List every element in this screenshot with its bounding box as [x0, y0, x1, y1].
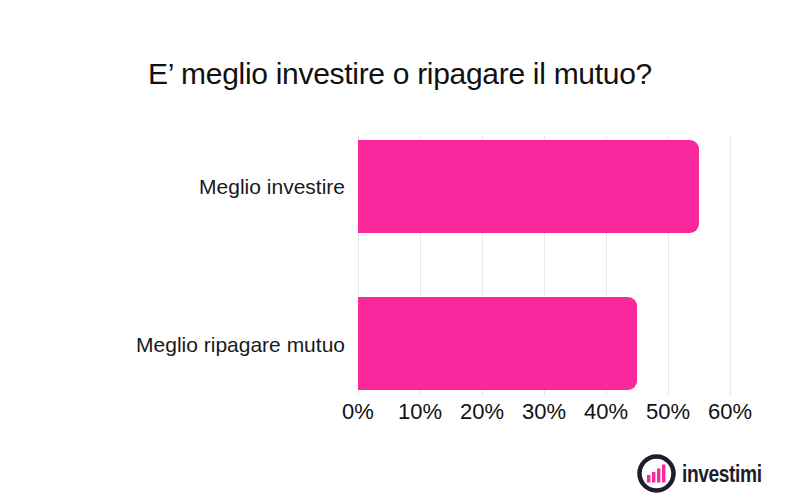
category-label-meglio-ripagare-mutuo: Meglio ripagare mutuo — [0, 332, 345, 357]
x-axis-tick-label: 60% — [708, 399, 752, 425]
x-axis-tick-label: 20% — [460, 399, 504, 425]
x-axis-tick-label: 30% — [522, 399, 566, 425]
category-label-meglio-investire: Meglio investire — [0, 174, 345, 199]
x-axis: 0%10%20%30%40%50%60% — [358, 399, 730, 427]
chart-title: E’ meglio investire o ripagare il mutuo? — [0, 55, 800, 93]
x-axis-tick-label: 40% — [584, 399, 628, 425]
plot-area — [358, 136, 730, 396]
x-axis-tick-label: 50% — [646, 399, 690, 425]
gridline — [730, 136, 731, 396]
logo: investimi — [636, 453, 782, 494]
x-axis-tick-label: 0% — [342, 399, 374, 425]
bar-meglio-investire — [358, 140, 699, 233]
bar-meglio-ripagare-mutuo — [358, 297, 637, 390]
chart-canvas: E’ meglio investire o ripagare il mutuo?… — [0, 0, 800, 500]
logo-bar-chart-circle-icon — [636, 453, 677, 494]
logo-text: investimi — [682, 460, 762, 488]
x-axis-tick-label: 10% — [398, 399, 442, 425]
